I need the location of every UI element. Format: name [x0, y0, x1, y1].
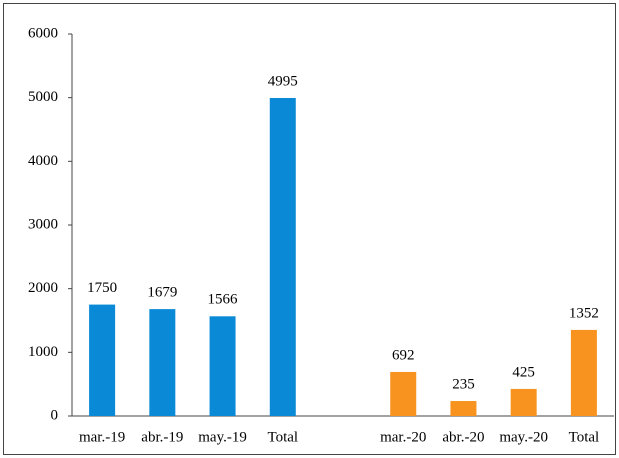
y-tick-label: 6000 [28, 25, 58, 41]
x-tick-label: Total [569, 429, 600, 445]
bar [89, 304, 116, 416]
bar [269, 97, 296, 417]
x-tick-label: may.-20 [499, 429, 548, 445]
bar [390, 371, 417, 416]
x-tick-label: abr.-20 [442, 429, 484, 445]
x-tick-label: abr.-19 [141, 429, 183, 445]
y-tick-label: 2000 [28, 280, 58, 296]
data-label: 1679 [147, 285, 177, 301]
bar [149, 309, 176, 416]
y-tick-label: 0 [51, 407, 59, 423]
bar [570, 329, 597, 416]
data-label: 4995 [268, 73, 298, 89]
y-tick-label: 5000 [28, 89, 58, 105]
data-label: 692 [392, 347, 415, 363]
x-tick-label: Total [267, 429, 298, 445]
x-tick-label: mar.-20 [380, 429, 426, 445]
bar [510, 388, 537, 416]
data-label: 1352 [569, 305, 599, 321]
bar [450, 401, 477, 416]
bar [209, 316, 236, 416]
data-label: 1566 [208, 292, 239, 308]
y-tick-label: 4000 [28, 153, 58, 169]
x-tick-label: may.-19 [198, 429, 247, 445]
data-label: 235 [452, 376, 475, 392]
x-tick-label: mar.-19 [79, 429, 125, 445]
data-label: 1750 [87, 280, 117, 296]
data-label: 425 [512, 364, 535, 380]
y-tick-label: 3000 [28, 216, 58, 232]
y-tick-label: 1000 [28, 344, 58, 360]
